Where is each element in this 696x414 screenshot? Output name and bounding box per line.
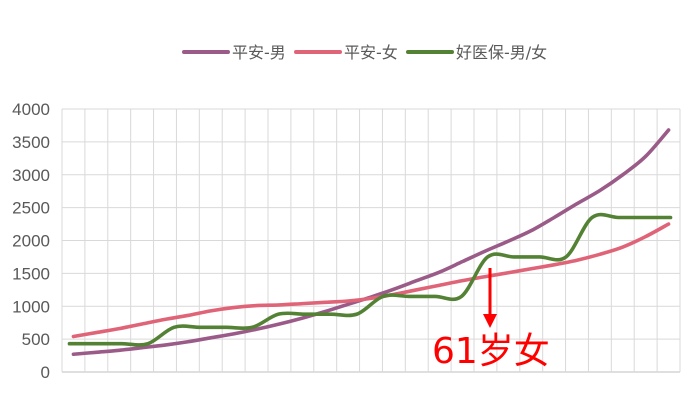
series-line (67, 212, 673, 347)
y-tick-label: 0 (41, 363, 50, 382)
y-tick-label: 4000 (12, 100, 50, 119)
series-lines (67, 128, 673, 357)
y-tick-label: 3000 (12, 166, 50, 185)
y-tick-label: 2500 (12, 199, 50, 218)
annotation-label: 61岁女 (432, 331, 550, 372)
y-tick-label: 3500 (12, 133, 50, 152)
series-line (71, 222, 671, 339)
y-tick-label: 500 (22, 330, 50, 349)
legend-label: 好医保-男/女 (456, 43, 547, 62)
y-axis-ticks: 0 500 1000 1500 2000 2500 3000 3500 4000 (12, 100, 50, 382)
annotations: 61岁女 (432, 268, 550, 372)
grid (61, 108, 681, 373)
legend-label: 平安-女 (344, 43, 398, 62)
legend: 平安-男 平安-女 好医保-男/女 (182, 43, 547, 62)
y-tick-label: 2000 (12, 232, 50, 251)
y-tick-label: 1500 (12, 264, 50, 283)
annotation-arrow-head (483, 314, 497, 328)
y-tick-label: 1000 (12, 297, 50, 316)
legend-label: 平安-男 (232, 43, 286, 62)
